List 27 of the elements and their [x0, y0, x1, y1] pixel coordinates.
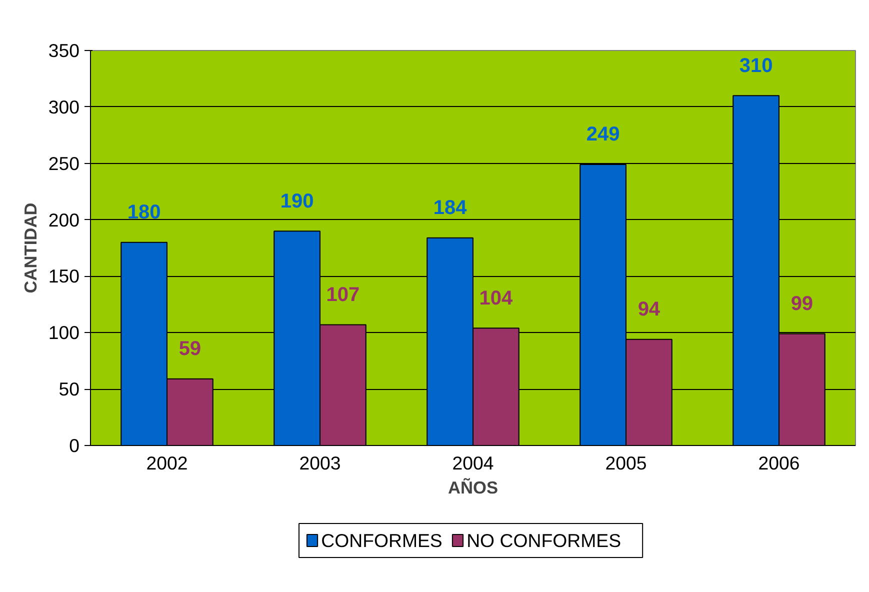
- legend-label: CONFORMES: [321, 530, 442, 551]
- y-tick-label: 350: [48, 40, 80, 61]
- x-tick-label: 2004: [452, 452, 494, 474]
- legend-label: NO CONFORMES: [466, 530, 622, 551]
- data-label: 99: [790, 293, 814, 316]
- data-label: 310: [739, 54, 773, 77]
- data-label: 94: [638, 298, 661, 321]
- x-tick-label: 2003: [299, 452, 341, 474]
- y-tick-label: 0: [69, 435, 80, 456]
- data-label: 107: [326, 284, 360, 306]
- data-label: 184: [433, 197, 468, 220]
- x-tick-label: 2006: [758, 452, 800, 474]
- y-tick-label: 250: [48, 152, 80, 174]
- y-axis-title: CANTIDAD: [20, 202, 40, 294]
- y-tick-label: 200: [48, 209, 80, 230]
- data-label: 180: [127, 202, 161, 224]
- y-tick-label: 100: [48, 322, 80, 344]
- y-tick-label: 150: [48, 266, 80, 287]
- data-label: 104: [479, 287, 514, 310]
- data-label: 190: [280, 190, 314, 212]
- y-tick-label: 50: [58, 378, 80, 400]
- data-label: 249: [586, 124, 620, 146]
- y-tick-label: 300: [48, 96, 80, 118]
- x-tick-label: 2002: [146, 452, 188, 474]
- data-label: 59: [178, 338, 202, 360]
- x-axis-title: AÑOS: [448, 478, 498, 498]
- x-tick-label: 2005: [605, 452, 647, 474]
